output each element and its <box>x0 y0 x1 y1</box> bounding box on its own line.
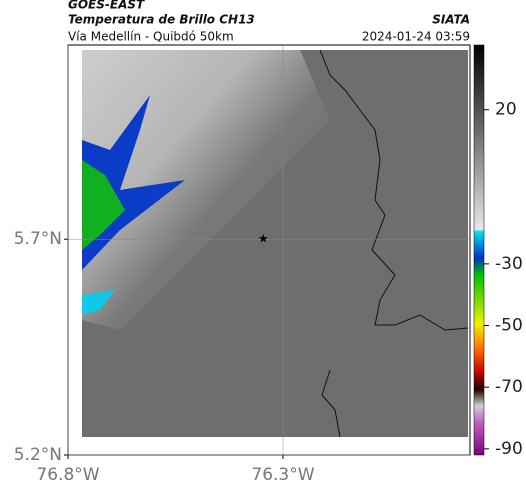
colorbar <box>473 44 485 456</box>
lon-tick-label: 76.3°W <box>251 465 314 485</box>
datetime: 2024-01-24 03:59 <box>362 30 470 44</box>
lat-tick-label: 5.7°N <box>14 229 62 249</box>
colorbar-tick-label: -70 <box>495 377 523 397</box>
satellite-image <box>82 50 468 437</box>
location-marker: ★ <box>258 232 269 246</box>
colorbar-tick-label: -50 <box>495 316 523 336</box>
source: GOES-EAST <box>68 0 145 12</box>
subtitle: Vía Medellín - Quibdó 50km <box>68 30 234 44</box>
colorbar-tick-label: -30 <box>495 254 523 274</box>
lat-tick-label: 5.2°N <box>14 445 62 465</box>
colorbar-tick-label: -90 <box>495 439 523 459</box>
lon-tick-label: 76.8°W <box>36 465 99 485</box>
colorbar-tick-label: 20 <box>495 100 517 120</box>
agency: SIATA <box>432 13 470 27</box>
title: Temperatura de Brillo CH13 <box>68 13 255 27</box>
